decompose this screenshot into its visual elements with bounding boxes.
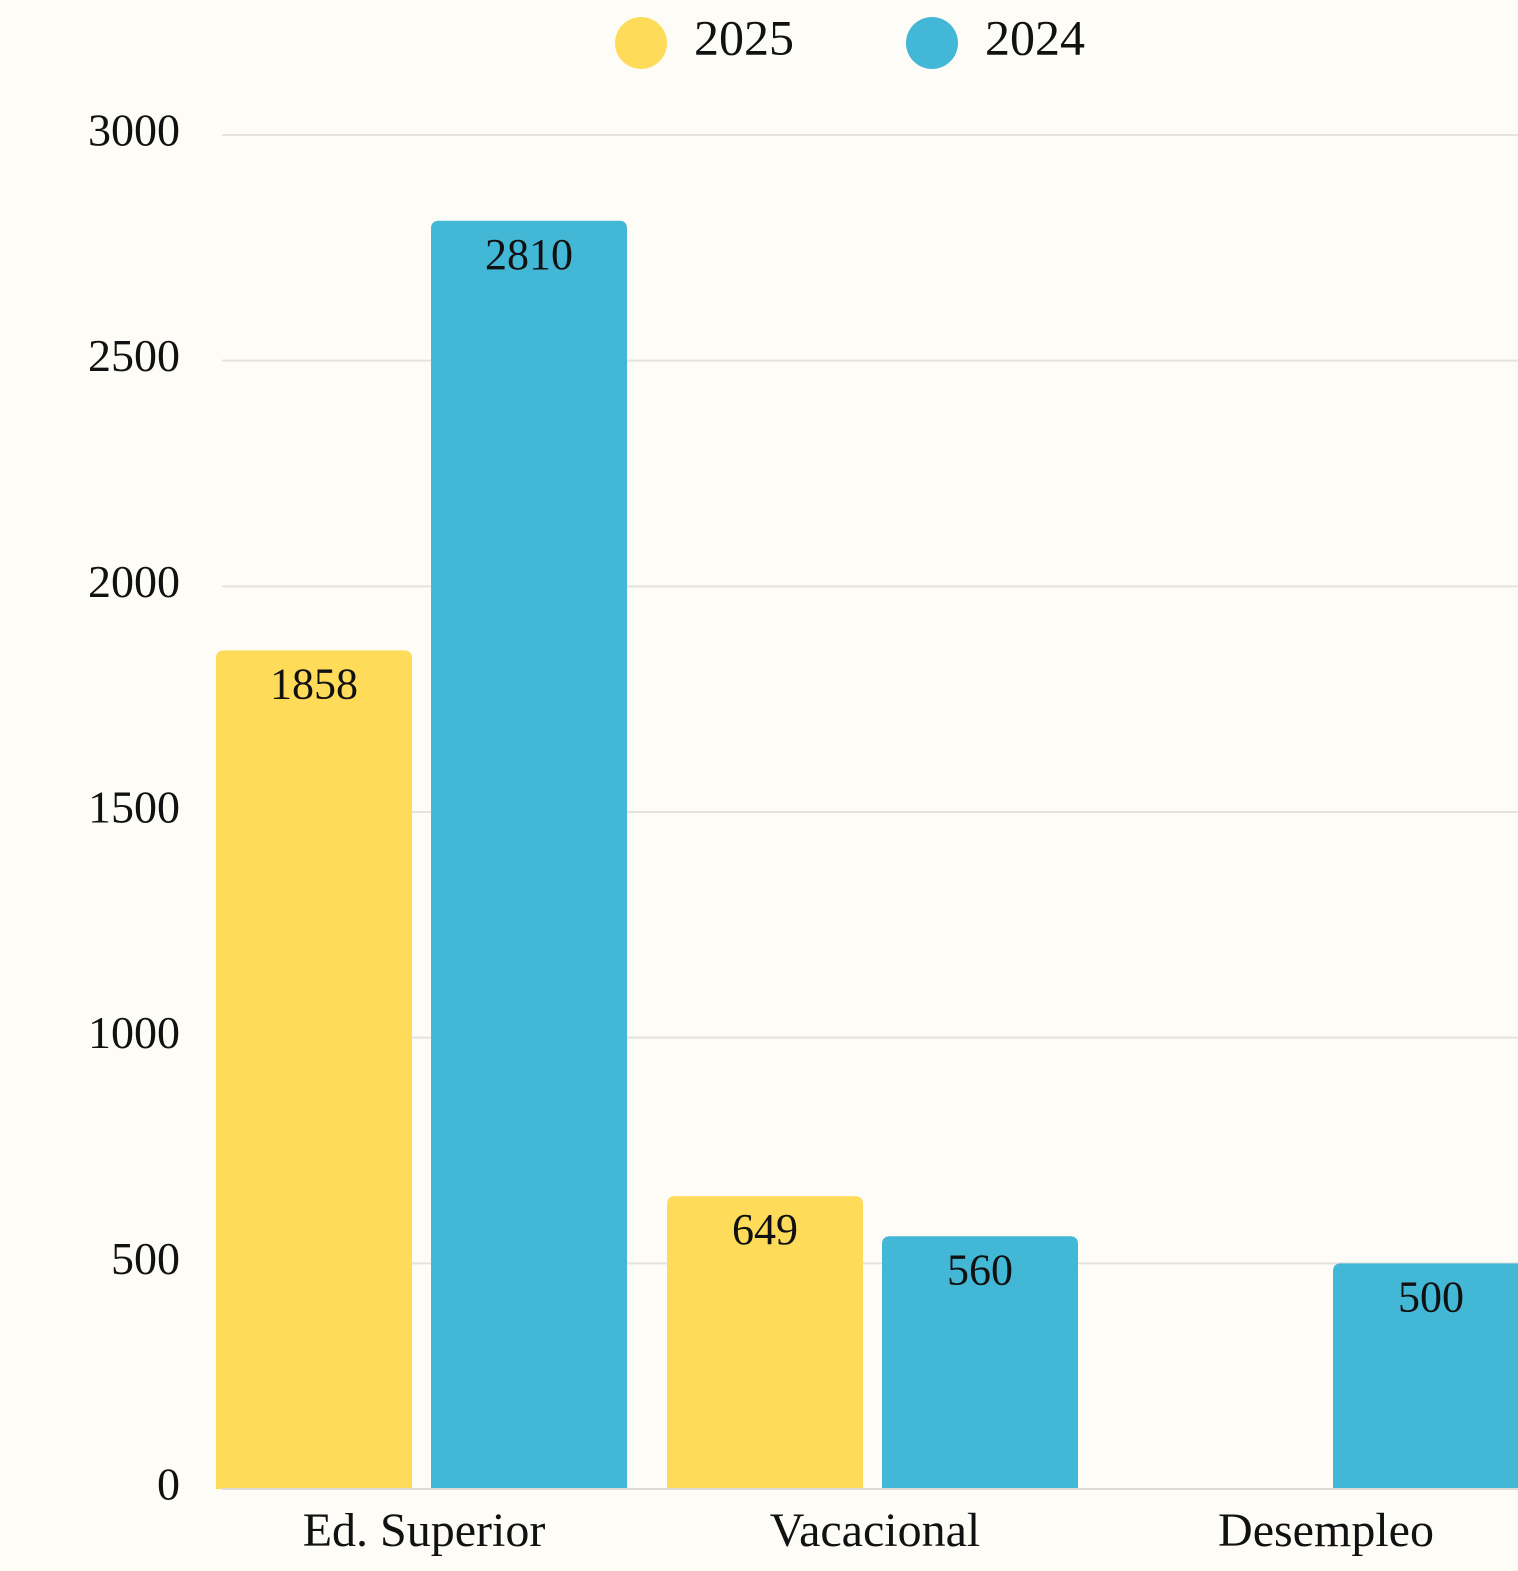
legend-label: 2025 [694, 9, 794, 65]
y-tick-label: 2500 [88, 330, 180, 381]
value-label: 500 [1398, 1272, 1464, 1321]
x-tick-label: Vacacional [770, 1504, 981, 1557]
y-tick-label: 1000 [88, 1007, 180, 1058]
legend-label: 2024 [985, 9, 1085, 65]
bar [667, 1196, 863, 1489]
legend-swatch [906, 17, 958, 69]
value-label: 2810 [485, 230, 573, 279]
value-label: 1858 [270, 660, 358, 709]
y-tick-label: 3000 [88, 105, 180, 156]
y-tick-label: 2000 [88, 556, 180, 607]
y-tick-label: 500 [111, 1233, 180, 1284]
x-tick-label: Desempleo [1218, 1504, 1434, 1557]
value-label: 649 [732, 1205, 798, 1254]
bar [216, 650, 412, 1489]
value-label: 560 [947, 1245, 1013, 1294]
y-tick-label: 1500 [88, 782, 180, 833]
bar [882, 1236, 1078, 1489]
bar [1333, 1263, 1518, 1489]
x-tick-label: Ed. Superior [303, 1504, 546, 1557]
legend-swatch [615, 17, 667, 69]
bar [431, 220, 627, 1490]
y-tick-label: 0 [157, 1459, 180, 1510]
